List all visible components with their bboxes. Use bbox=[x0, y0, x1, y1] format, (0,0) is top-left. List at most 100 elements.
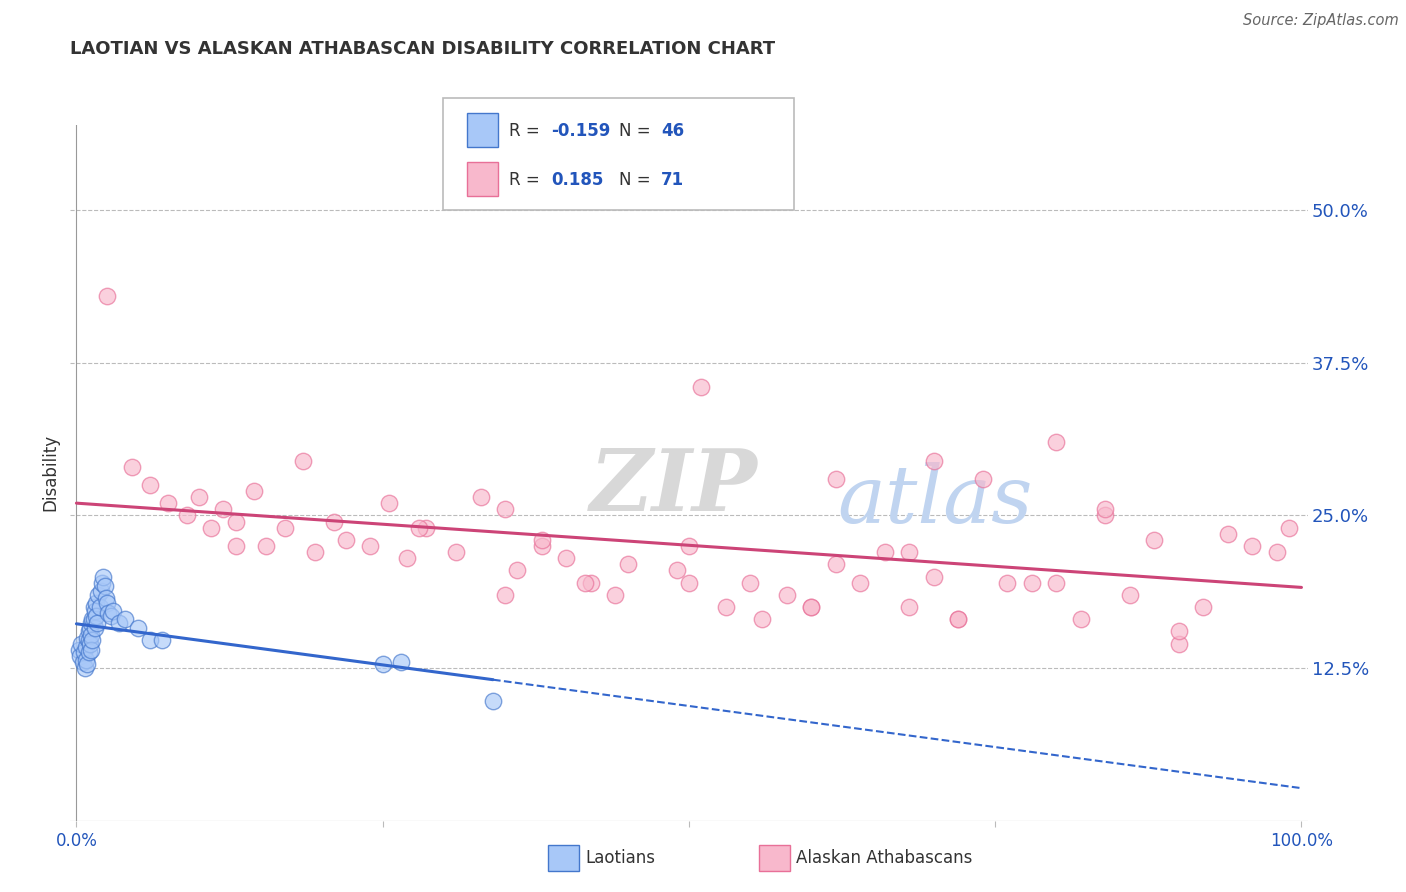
Text: Alaskan Athabascans: Alaskan Athabascans bbox=[796, 849, 972, 867]
Point bbox=[82, 612, 104, 626]
Text: N =: N = bbox=[619, 122, 655, 140]
Point bbox=[304, 545, 326, 559]
Point bbox=[76, 631, 98, 645]
Point bbox=[800, 600, 823, 615]
Point bbox=[494, 502, 516, 516]
Point bbox=[1045, 575, 1067, 590]
Point bbox=[225, 539, 247, 553]
Point bbox=[114, 612, 136, 626]
Point bbox=[530, 539, 553, 553]
Text: ZIP: ZIP bbox=[591, 445, 758, 528]
Point bbox=[212, 502, 235, 516]
Point bbox=[678, 575, 700, 590]
Point bbox=[616, 558, 638, 572]
Point bbox=[1070, 612, 1092, 626]
Point bbox=[176, 508, 198, 523]
Point bbox=[79, 621, 101, 635]
Point bbox=[997, 575, 1019, 590]
Text: N =: N = bbox=[619, 170, 655, 188]
Point bbox=[157, 496, 180, 510]
Point bbox=[482, 694, 505, 708]
Point bbox=[898, 545, 921, 559]
Point bbox=[70, 637, 93, 651]
Point bbox=[506, 563, 529, 577]
Point bbox=[972, 472, 994, 486]
Point bbox=[1094, 508, 1116, 523]
Point bbox=[690, 380, 713, 394]
Point bbox=[82, 632, 104, 647]
Text: Source: ZipAtlas.com: Source: ZipAtlas.com bbox=[1243, 13, 1399, 29]
Point bbox=[75, 640, 97, 655]
Point bbox=[359, 539, 381, 553]
Point bbox=[91, 575, 114, 590]
Point bbox=[93, 569, 115, 583]
Point bbox=[714, 600, 737, 615]
Point bbox=[322, 515, 344, 529]
Point bbox=[335, 533, 357, 547]
Point bbox=[76, 657, 98, 672]
Text: atlas: atlas bbox=[838, 462, 1033, 540]
Point bbox=[121, 459, 143, 474]
Point bbox=[100, 608, 122, 623]
Point bbox=[849, 575, 872, 590]
Point bbox=[90, 584, 112, 599]
Point bbox=[1168, 624, 1191, 639]
Text: 71: 71 bbox=[661, 170, 683, 188]
Point bbox=[751, 612, 773, 626]
Point bbox=[86, 615, 108, 630]
Point bbox=[77, 645, 100, 659]
Point bbox=[371, 657, 394, 672]
Point bbox=[740, 575, 762, 590]
Point bbox=[1143, 533, 1166, 547]
Point bbox=[69, 648, 91, 663]
Point bbox=[292, 453, 315, 467]
Point bbox=[273, 521, 295, 535]
Text: 0.185: 0.185 bbox=[551, 170, 603, 188]
Point bbox=[389, 655, 412, 669]
Point bbox=[530, 533, 553, 547]
Point bbox=[555, 551, 578, 566]
Text: 46: 46 bbox=[661, 122, 683, 140]
Point bbox=[665, 563, 688, 577]
Point bbox=[93, 579, 115, 593]
Text: -0.159: -0.159 bbox=[551, 122, 610, 140]
Point bbox=[243, 484, 266, 499]
Point bbox=[678, 539, 700, 553]
Point bbox=[494, 588, 516, 602]
Point bbox=[84, 608, 107, 623]
Point bbox=[396, 551, 419, 566]
Point bbox=[84, 596, 107, 610]
Point bbox=[922, 453, 945, 467]
Text: R =: R = bbox=[509, 122, 546, 140]
Text: LAOTIAN VS ALASKAN ATHABASCAN DISABILITY CORRELATION CHART: LAOTIAN VS ALASKAN ATHABASCAN DISABILITY… bbox=[70, 40, 776, 58]
Point bbox=[83, 621, 105, 635]
Point bbox=[825, 472, 848, 486]
Point bbox=[605, 588, 627, 602]
Point bbox=[72, 655, 94, 669]
Point bbox=[83, 604, 105, 618]
Point bbox=[80, 615, 103, 630]
Point bbox=[96, 596, 118, 610]
Point bbox=[825, 558, 848, 572]
Point bbox=[108, 615, 131, 630]
Point bbox=[948, 612, 970, 626]
Point bbox=[1168, 637, 1191, 651]
Point bbox=[1216, 526, 1239, 541]
Point bbox=[77, 624, 100, 639]
Point bbox=[96, 289, 118, 303]
Y-axis label: Disability: Disability bbox=[41, 434, 59, 511]
Text: R =: R = bbox=[509, 170, 546, 188]
Point bbox=[1278, 521, 1301, 535]
Point bbox=[94, 591, 117, 606]
Point bbox=[1265, 545, 1288, 559]
Point bbox=[1021, 575, 1043, 590]
Point bbox=[79, 637, 101, 651]
Point bbox=[579, 575, 602, 590]
Point bbox=[415, 521, 437, 535]
Point bbox=[200, 521, 222, 535]
Point bbox=[150, 632, 173, 647]
Point bbox=[225, 515, 247, 529]
Point bbox=[898, 600, 921, 615]
Point bbox=[67, 642, 90, 657]
Point bbox=[187, 490, 209, 504]
